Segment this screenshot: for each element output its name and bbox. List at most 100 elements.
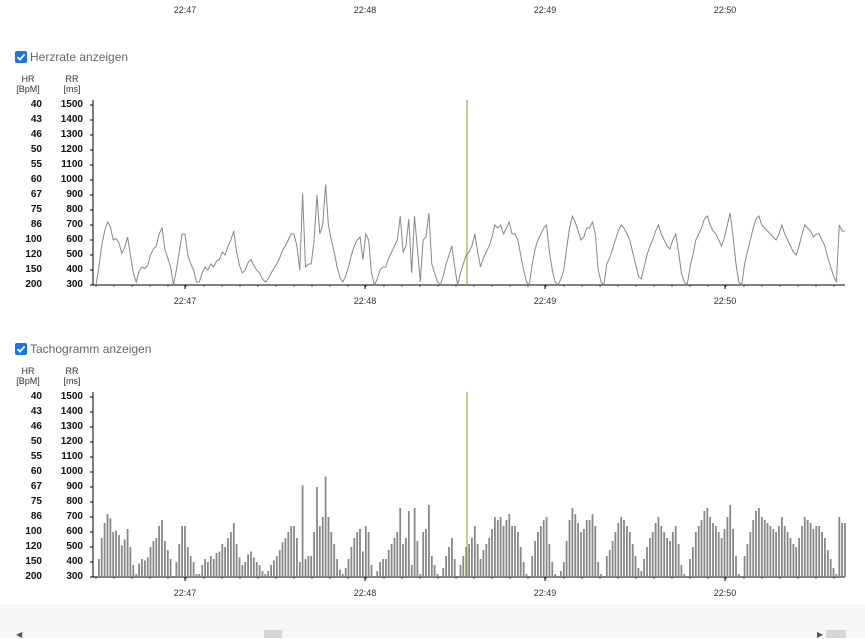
tachogram-bar <box>571 508 574 577</box>
rr-tick-label: 900 <box>66 189 83 200</box>
tachogram-bar <box>135 574 138 577</box>
hr-tick-label: 46 <box>30 421 42 432</box>
tachogram-bar <box>416 541 419 577</box>
tachogram-bar <box>551 562 554 577</box>
hr-tick-label: 60 <box>30 466 42 477</box>
tachogram-bar <box>614 532 617 577</box>
tachogram-bar <box>138 563 140 577</box>
hr-tick-label: 75 <box>30 496 42 507</box>
tachogram-bar <box>350 547 353 577</box>
tachogram-bar <box>247 554 249 577</box>
tachogram-bar <box>250 551 252 577</box>
rr-tick-label: 700 <box>66 219 83 230</box>
charts-canvas <box>90 100 846 581</box>
tachogram-bar <box>628 532 631 577</box>
tachogram-bar <box>433 565 436 577</box>
tachogram-bar <box>574 514 577 577</box>
tachogram-bar <box>209 556 212 577</box>
rr-tick-label: 400 <box>66 556 83 567</box>
tachogram-bar <box>181 526 183 577</box>
tachogram-bar <box>829 559 832 577</box>
rr-tick-label: 1200 <box>60 144 83 155</box>
tachogram-bar <box>126 529 129 577</box>
tachogram-bar <box>270 565 272 577</box>
tachogram-bar <box>758 508 760 577</box>
tachogram-bar <box>132 565 135 577</box>
rr-tick-label: 1300 <box>60 129 83 140</box>
tachogram-bar <box>462 556 465 577</box>
checkbox-checked-icon[interactable] <box>15 51 27 63</box>
tachogram-bar <box>341 574 344 577</box>
tachogram-bar <box>235 544 238 577</box>
tachogram-bar <box>778 526 780 577</box>
tachogram-bar <box>123 539 126 577</box>
hr-tick-label: 43 <box>30 114 42 125</box>
tachogram-bar <box>109 518 112 577</box>
tachogram-bar <box>405 538 407 577</box>
tachogram-bar <box>296 538 298 577</box>
tachogram-bar <box>795 547 798 577</box>
rr-series-line <box>95 184 845 287</box>
rr-tick-label: 400 <box>66 264 83 275</box>
hr-tick-label: 55 <box>30 451 42 462</box>
tachogram-bar <box>697 526 700 577</box>
scrollbar-track[interactable] <box>0 604 865 638</box>
rr-tick-label: 500 <box>66 541 83 552</box>
tachogram-bar <box>844 523 846 577</box>
rr-tick-label: 1500 <box>60 99 83 110</box>
tachogram-bar <box>304 559 307 577</box>
tachogram-bar <box>164 541 166 577</box>
tachogram-bar <box>789 538 792 577</box>
tachogram-bar <box>674 526 677 577</box>
tachogram-bar <box>792 544 795 577</box>
tachogramm-toggle[interactable]: Tachogramm anzeigen <box>15 342 151 356</box>
tachogram-bar <box>382 559 384 577</box>
tachogram-bar <box>752 520 755 577</box>
tachogram-bar <box>307 556 310 577</box>
top-x-tick: 22:49 <box>533 5 557 15</box>
tachogram-bar <box>542 520 545 577</box>
tachogram-bar <box>336 559 338 577</box>
tachogram-bar <box>605 556 608 577</box>
tachogram-bar <box>186 547 189 577</box>
tachogram-bar <box>660 526 663 577</box>
tachogram-bar <box>152 541 155 577</box>
hr-tick-label: 55 <box>30 159 42 170</box>
tachogram-bar <box>712 523 714 577</box>
tachogram-bar <box>146 557 149 577</box>
scroll-left-icon[interactable]: ◀ <box>16 630 23 639</box>
tachogram-bar <box>278 550 281 577</box>
tachogram-bar <box>488 538 491 577</box>
tachogram-bar <box>376 571 379 577</box>
tachogram-bar <box>212 559 215 577</box>
rr-tick-label: 1000 <box>60 466 83 477</box>
tachogram-bar <box>723 529 726 577</box>
tachogram-bar <box>585 520 588 577</box>
checkbox-checked-icon[interactable] <box>15 343 27 355</box>
tachogram-bar <box>166 550 169 577</box>
scrollbar-thumb[interactable] <box>264 630 282 638</box>
tachogram-bar <box>580 532 582 577</box>
tachogram-bar <box>560 571 562 577</box>
tachogram-bar <box>465 547 468 577</box>
tachogram-bar <box>491 529 493 577</box>
tachogram-bar <box>362 551 364 577</box>
tachogram-bar <box>396 532 399 577</box>
tachogram-bar <box>169 559 172 577</box>
tachogram-bar <box>783 526 786 577</box>
tachogram-bar <box>692 547 694 577</box>
tachogram-bar <box>189 556 192 577</box>
scrollbar-end[interactable] <box>826 630 846 638</box>
hr-unit-label: HR [BpM] <box>16 366 40 386</box>
tachogram-bar <box>654 523 657 577</box>
tachogram-bar <box>359 529 361 577</box>
tachogram-bar <box>402 544 404 577</box>
tachogram-bar <box>562 562 565 577</box>
tachogram-bar <box>273 560 275 577</box>
scroll-right-icon[interactable]: ▶ <box>817 630 824 639</box>
tachogram-bar <box>224 547 226 577</box>
herzrate-toggle[interactable]: Herzrate anzeigen <box>15 50 128 64</box>
tachogram-bar <box>669 541 671 577</box>
tachogram-bar <box>347 559 350 577</box>
x-tick-label: 22:48 <box>353 588 377 598</box>
